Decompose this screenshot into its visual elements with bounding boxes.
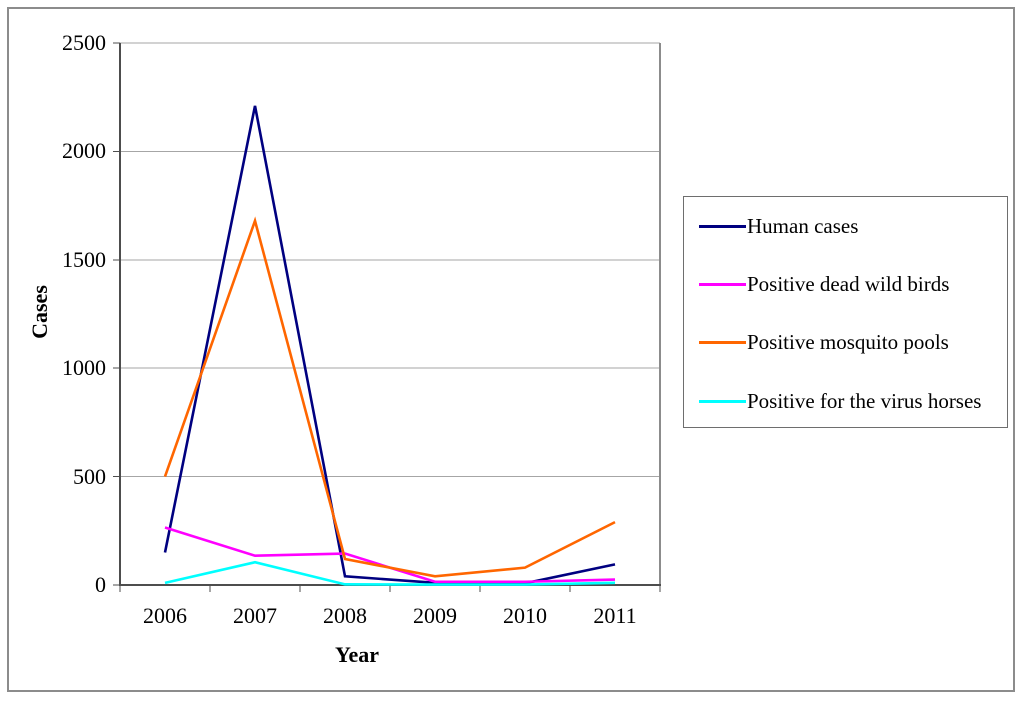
legend-line-swatch-virus-horses: [699, 399, 746, 403]
y-tick-label-2500: 2500: [62, 30, 106, 55]
x-tick-label-2008: 2008: [323, 603, 367, 628]
legend-label-dead-wild-birds: Positive dead wild birds: [747, 271, 950, 296]
y-axis-title: Cases: [27, 285, 52, 339]
legend-item-mosquito-pools: Positive mosquito pools: [699, 330, 1003, 354]
series-line-positive-dead-wild-birds: [164, 526, 616, 584]
x-tick-label-2007: 2007: [233, 603, 277, 628]
legend-item-human-cases: Human cases: [699, 214, 1003, 238]
x-axis-title: Year: [335, 642, 379, 667]
legend-label-human-cases: Human cases: [747, 213, 859, 238]
y-tick-label-0: 0: [95, 572, 106, 597]
y-tick-label-1500: 1500: [62, 246, 106, 272]
legend-label-virus-horses: Positive for the virus horses: [747, 388, 982, 413]
figure-frame: [7, 7, 1015, 692]
legend-label-mosquito-pools: Positive mosquito pools: [747, 329, 949, 354]
legend-line-swatch-mosquito-pools: [699, 340, 746, 344]
legend: Human cases Positive dead wild birds Pos…: [683, 196, 1008, 428]
x-tick-label-2011: 2011: [593, 603, 637, 628]
x-tick-label-2010: 2010: [503, 603, 547, 628]
legend-item-dead-wild-birds: Positive dead wild birds: [699, 272, 1003, 296]
legend-line-swatch-human-cases: [699, 224, 746, 228]
x-tick-label-2006: 2006: [143, 603, 187, 628]
x-tick-label-2009: 2009: [413, 603, 457, 628]
legend-line-swatch-dead-wild-birds: [699, 282, 746, 286]
legend-item-virus-horses: Positive for the virus horses: [699, 389, 1003, 413]
y-tick-label-500: 500: [73, 463, 106, 489]
series-line-positive-for-the-virus-horses: [164, 560, 616, 586]
y-tick-label-1000: 1000: [62, 355, 106, 381]
series-line-positive-mosquito-pools: [163, 216, 616, 578]
y-tick-label-2000: 2000: [62, 138, 106, 164]
series-line-human-cases: [163, 105, 616, 585]
